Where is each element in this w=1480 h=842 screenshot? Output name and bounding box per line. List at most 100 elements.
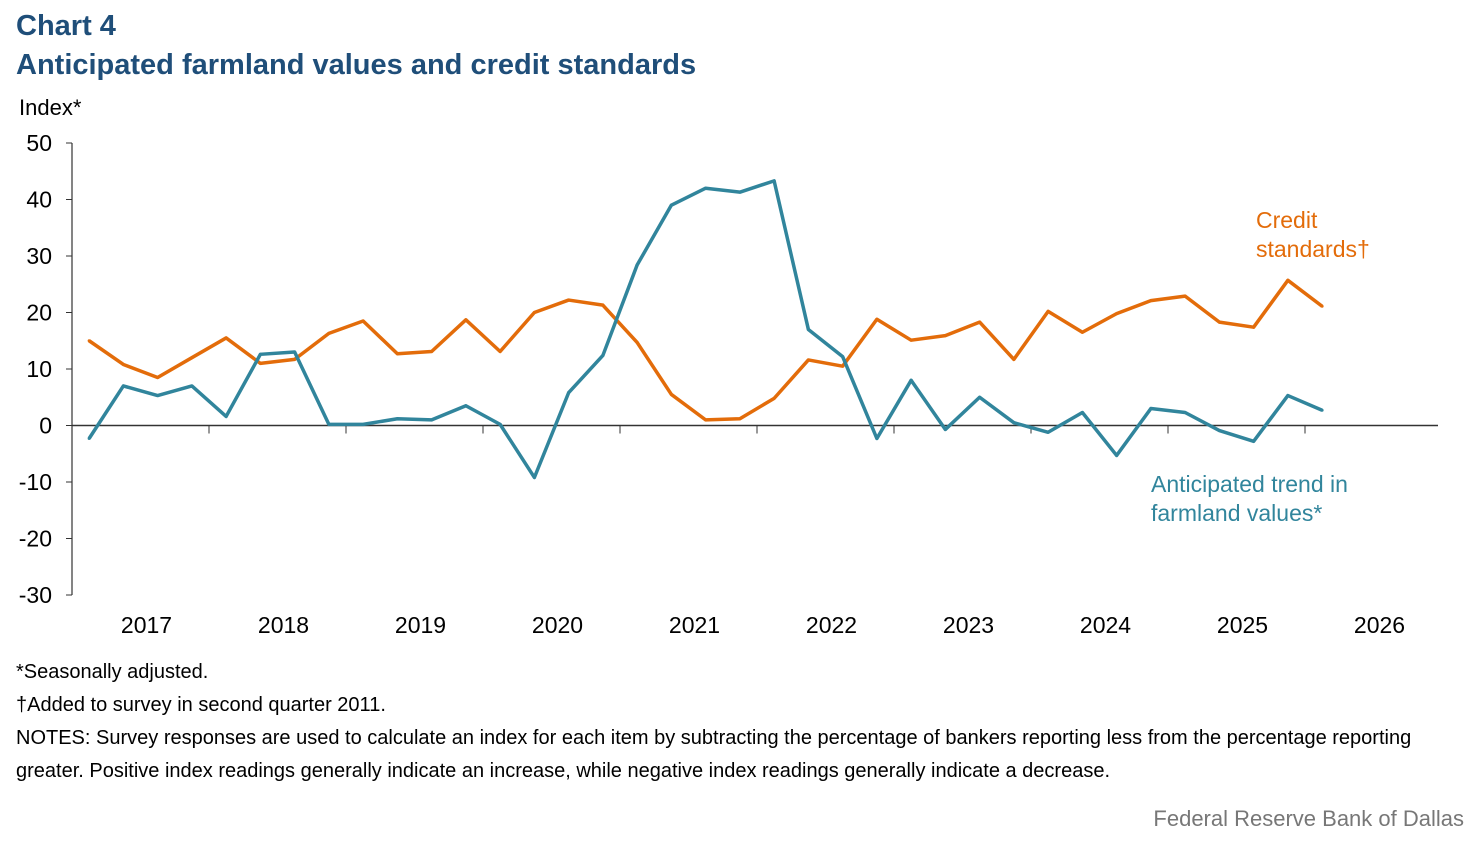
credit-standards-point <box>943 334 947 338</box>
farmland-values-point <box>190 384 194 388</box>
credit-standards-point <box>498 349 502 353</box>
farmland-values-point <box>1115 453 1119 457</box>
credit-standards-point <box>224 336 228 340</box>
credit-standards-point <box>1252 325 1256 329</box>
credit-standards-point <box>704 418 708 422</box>
y-tick-label: 50 <box>26 130 52 156</box>
x-tick-label: 2018 <box>258 612 309 638</box>
farmland-values-point <box>87 436 91 440</box>
credit-standards-point <box>1046 309 1050 313</box>
farmland-values-point <box>258 352 262 356</box>
y-tick-label: 0 <box>39 413 52 439</box>
farmland-values-point <box>1046 430 1050 434</box>
credit-standards-point <box>806 358 810 362</box>
farmland-values-point <box>669 203 673 207</box>
credit-standards-label: standards† <box>1256 236 1370 262</box>
farmland-values-point <box>738 190 742 194</box>
credit-standards-point <box>1115 312 1119 316</box>
farmland-values-point <box>1012 421 1016 425</box>
credit-standards-point <box>567 298 571 302</box>
x-tick-label: 2025 <box>1217 612 1268 638</box>
farmland-values-point <box>978 395 982 399</box>
credit-standards-label: Credit <box>1256 207 1318 233</box>
y-tick-label: 20 <box>26 300 52 326</box>
credit-standards-point <box>772 396 776 400</box>
y-tick-label: -20 <box>19 526 52 552</box>
farmland-values-line <box>87 179 1323 480</box>
farmland-values-point <box>1217 429 1221 433</box>
farmland-values-point <box>875 436 879 440</box>
farmland-values-point <box>395 417 399 421</box>
credit-standards-point <box>669 392 673 396</box>
credit-standards-point <box>532 311 536 314</box>
y-tick-label: 10 <box>26 356 52 382</box>
farmland-values-point <box>806 327 810 331</box>
farmland-values-point <box>361 422 365 426</box>
farmland-values-point <box>498 422 502 426</box>
chart-subtitle: Anticipated farmland values and credit s… <box>16 49 697 81</box>
credit-standards-point <box>738 417 742 421</box>
farmland-values-point <box>1149 407 1153 411</box>
credit-standards-point <box>909 338 913 342</box>
x-tick-label: 2017 <box>121 612 172 638</box>
credit-standards-point <box>601 303 605 307</box>
farmland-values-point <box>1286 394 1290 398</box>
farmland-values-point <box>1080 411 1084 415</box>
farmland-values-point <box>532 475 536 479</box>
x-tick-label: 2019 <box>395 612 446 638</box>
credit-standards-point <box>258 361 262 365</box>
y-tick-label: -30 <box>19 582 52 608</box>
farmland-values-point <box>464 404 468 408</box>
credit-standards-point <box>430 349 434 353</box>
farmland-values-point <box>601 353 605 357</box>
farmland-values-label: farmland values* <box>1151 500 1322 526</box>
credit-standards-point <box>121 362 125 366</box>
footnote-seasonal: *Seasonally adjusted. <box>16 661 209 683</box>
credit-standards-line <box>88 278 1324 422</box>
credit-standards-point <box>464 318 468 322</box>
credit-standards-point <box>293 357 297 361</box>
credit-standards-point <box>327 331 331 335</box>
credit-standards-point <box>361 319 365 323</box>
credit-standards-point <box>1320 304 1324 308</box>
credit-standards-point <box>841 364 845 368</box>
farmland-values-point <box>772 179 776 183</box>
farmland-values-point <box>1320 408 1324 412</box>
footnote-added: †Added to survey in second quarter 2011. <box>16 694 386 716</box>
farmland-values-point <box>327 422 331 426</box>
credit-standards-point <box>87 339 91 343</box>
farmland-values-point <box>1252 439 1256 443</box>
y-tick-label: -10 <box>19 469 52 495</box>
farmland-values-point <box>293 350 297 354</box>
credit-standards-point <box>1080 330 1084 334</box>
x-tick-label: 2021 <box>669 612 720 638</box>
credit-standards-point <box>156 375 160 379</box>
farmland-values-label: Anticipated trend in <box>1151 471 1348 497</box>
farmland-values-point <box>841 355 845 359</box>
farmland-values-point <box>704 186 708 190</box>
credit-standards-point <box>635 340 639 344</box>
x-tick-label: 2023 <box>943 612 994 638</box>
y-axis-label: Index* <box>19 95 82 120</box>
y-tick-label: 40 <box>26 187 52 213</box>
y-tick-label: 30 <box>26 243 52 269</box>
x-tick-label: 2020 <box>532 612 583 638</box>
farmland-values-point <box>909 378 913 382</box>
farmland-values-point <box>224 414 228 418</box>
credit-standards-point <box>395 352 399 356</box>
farmland-values-point <box>121 384 125 388</box>
farmland-values-point <box>430 418 434 422</box>
credit-standards-point <box>1012 357 1016 361</box>
credit-standards-point <box>1149 299 1153 303</box>
credit-standards-point <box>978 320 982 324</box>
credit-standards-point <box>190 356 194 360</box>
farmland-values-point <box>1183 411 1187 415</box>
credit-standards-point <box>1217 320 1221 324</box>
x-tick-label: 2022 <box>806 612 857 638</box>
farmland-values-point <box>635 263 639 267</box>
x-tick-label: 2026 <box>1354 612 1405 638</box>
farmland-values-point <box>943 427 947 431</box>
credit-standards-point <box>1286 278 1290 282</box>
farmland-values-point <box>156 394 160 398</box>
